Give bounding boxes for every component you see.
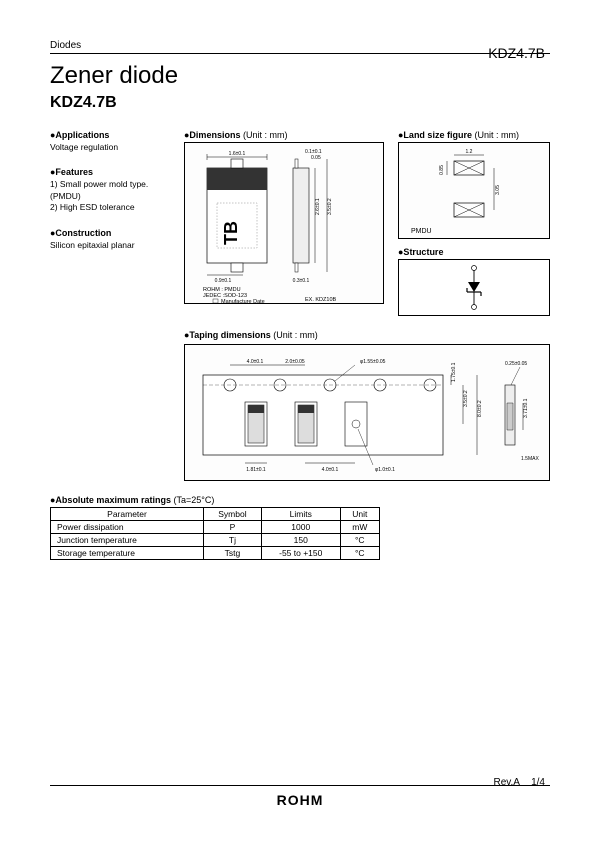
part-code-top: KDZ4.7B	[488, 45, 545, 61]
features-list: 1) Small power mold type. (PMDU) 2) High…	[50, 179, 170, 213]
features-heading: ●Features	[50, 167, 170, 177]
svg-text:0.85: 0.85	[439, 165, 445, 175]
applications-heading: ●Applications	[50, 130, 170, 140]
land-heading: ●Land size figure (Unit : mm)	[398, 130, 550, 140]
svg-text:1.6±0.1: 1.6±0.1	[229, 151, 246, 157]
svg-text:EX. KDZ10B: EX. KDZ10B	[305, 297, 337, 303]
ratings-col: Limits	[261, 508, 340, 521]
svg-text:0.05: 0.05	[311, 155, 321, 161]
svg-text:2.6±0.1: 2.6±0.1	[315, 198, 321, 215]
svg-text:0.25±0.05: 0.25±0.05	[505, 361, 527, 367]
svg-text:φ1.55±0.05: φ1.55±0.05	[360, 359, 386, 365]
svg-text:0.9±0.1: 0.9±0.1	[215, 278, 232, 284]
dimensions-diagram: TB 1.6±0.1 0.1±0.1 0.05	[184, 142, 384, 304]
svg-text:1.5MAX: 1.5MAX	[521, 456, 539, 462]
svg-text:8.0±0.2: 8.0±0.2	[477, 400, 483, 417]
ratings-heading: ●Absolute maximum ratings (Ta=25°C)	[50, 495, 550, 505]
svg-text:4.0±0.1: 4.0±0.1	[247, 359, 264, 365]
table-row: Junction temperature Tj 150 °C	[51, 534, 380, 547]
ratings-col: Symbol	[204, 508, 262, 521]
land-diagram: 1.2 0.85 3.05 PMDU	[398, 142, 550, 239]
svg-text:1.75±0.1: 1.75±0.1	[451, 362, 457, 382]
svg-text:3.5±0.2: 3.5±0.2	[463, 390, 469, 407]
construction-heading: ●Construction	[50, 228, 170, 238]
dimensions-heading: ●Dimensions (Unit : mm)	[184, 130, 384, 140]
category-label: Diodes	[50, 40, 550, 51]
feature-item: 1) Small power mold type. (PMDU)	[50, 179, 170, 202]
taping-heading: ●Taping dimensions (Unit : mm)	[184, 330, 550, 340]
ratings-col: Unit	[340, 508, 379, 521]
brand-logo: ROHM	[50, 792, 550, 808]
ratings-col: Parameter	[51, 508, 204, 521]
svg-text:PMDU: PMDU	[411, 228, 432, 235]
applications-text: Voltage regulation	[50, 142, 170, 153]
feature-item: 2) High ESD tolerance	[50, 202, 170, 213]
ratings-table: Parameter Symbol Limits Unit Power dissi…	[50, 507, 380, 560]
structure-heading: ●Structure	[398, 247, 550, 257]
structure-diagram	[398, 259, 550, 316]
svg-text:1.81±0.1: 1.81±0.1	[246, 467, 266, 473]
footer-rev: Rev.A 1/4	[493, 777, 545, 788]
footer-rule	[50, 785, 550, 786]
page-title: Zener diode	[50, 62, 550, 90]
construction-text: Silicon epitaxial planar	[50, 240, 170, 251]
svg-text:2.0±0.05: 2.0±0.05	[285, 359, 305, 365]
header-rule	[50, 53, 550, 54]
part-number: KDZ4.7B	[50, 94, 550, 112]
table-header-row: Parameter Symbol Limits Unit	[51, 508, 380, 521]
taping-diagram: 4.0±0.1 2.0±0.05 φ1.55±0.05 1.75±0.1 3.5…	[184, 344, 550, 481]
svg-text:φ1.0±0.1: φ1.0±0.1	[375, 467, 395, 473]
svg-text:TB: TB	[221, 221, 241, 245]
svg-text:3.05: 3.05	[495, 185, 501, 195]
svg-text:3.71±0.1: 3.71±0.1	[523, 398, 529, 418]
svg-text:Manufacture Date: Manufacture Date	[221, 299, 265, 303]
svg-text:1.2: 1.2	[466, 149, 473, 155]
table-row: Power dissipation P 1000 mW	[51, 521, 380, 534]
svg-text:0.3±0.1: 0.3±0.1	[293, 278, 310, 284]
svg-text:3.5±0.2: 3.5±0.2	[327, 198, 333, 215]
table-row: Storage temperature Tstg -55 to +150 °C	[51, 547, 380, 560]
svg-text:4.0±0.1: 4.0±0.1	[322, 467, 339, 473]
